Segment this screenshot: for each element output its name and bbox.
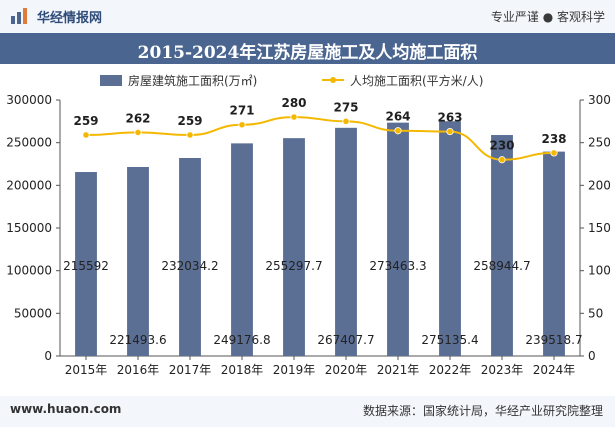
- line-point: [342, 117, 350, 125]
- bar: [491, 135, 513, 356]
- footer-bar: www.huaon.com 数据来源：国家统计局，华经产业研究院整理: [0, 396, 615, 427]
- chart-title: 2015-2024年江苏房屋施工及人均施工面积: [137, 43, 478, 63]
- y-left-tick-label: 150000: [6, 221, 52, 235]
- line-point: [186, 131, 194, 139]
- y-left-tick-label: 200000: [6, 178, 52, 192]
- y-right-tick-label: 250: [588, 136, 611, 150]
- bar-value-label: 221493.6: [109, 333, 166, 347]
- y-left-tick-label: 250000: [6, 136, 52, 150]
- line-series: [85, 116, 555, 161]
- bar: [179, 157, 201, 356]
- line-point: [290, 113, 298, 121]
- bar: [387, 122, 409, 356]
- bar: [283, 138, 305, 356]
- bar: [335, 127, 357, 356]
- source-note: 数据来源：国家统计局，华经产业研究院整理: [362, 404, 603, 418]
- y-left-tick-label: 50000: [14, 306, 52, 320]
- line-point: [238, 121, 246, 129]
- line-point: [550, 149, 558, 157]
- bar-value-label: 239518.7: [525, 333, 582, 347]
- bar-value-label: 267407.7: [317, 333, 374, 347]
- y-left-tick-label: 100000: [6, 264, 52, 278]
- bar-value-label: 215592: [63, 259, 109, 273]
- line-value-label: 259: [73, 114, 98, 128]
- line-value-label: 280: [281, 96, 306, 110]
- x-tick-label: 2020年: [325, 363, 368, 377]
- y-right-tick-label: 150: [588, 221, 611, 235]
- bar-value-label: 273463.3: [369, 259, 426, 273]
- y-right-tick-label: 0: [588, 349, 596, 363]
- x-tick-label: 2019年: [273, 363, 316, 377]
- x-tick-label: 2023年: [481, 363, 524, 377]
- x-tick-label: 2024年: [533, 363, 576, 377]
- brand-name[interactable]: 华经情报网: [37, 11, 103, 26]
- line-point: [82, 131, 90, 139]
- line-point: [134, 128, 142, 137]
- line-point: [394, 127, 402, 135]
- legend-bar-swatch: [100, 75, 122, 86]
- bar-value-label: 258944.7: [473, 259, 530, 273]
- x-tick-label: 2021年: [377, 363, 420, 377]
- bar-value-label: 255297.7: [265, 259, 322, 273]
- slogan: 专业严谨 ● 客观科学: [490, 10, 605, 24]
- y-right-tick-label: 50: [588, 306, 603, 320]
- legend-line-marker: [330, 77, 336, 83]
- x-tick-label: 2022年: [429, 363, 472, 377]
- bar: [127, 166, 149, 356]
- bar: [75, 172, 97, 356]
- line-value-label: 238: [541, 132, 566, 146]
- site-link[interactable]: www.huaon.com: [10, 402, 122, 416]
- line-value-label: 264: [385, 110, 410, 124]
- y-right-tick-label: 300: [588, 93, 611, 107]
- x-tick-label: 2018年: [221, 363, 264, 377]
- line-value-label: 275: [333, 100, 358, 114]
- legend-line-label: 人均施工面积(平方米/人): [350, 73, 483, 88]
- y-right-tick-label: 100: [588, 264, 611, 278]
- bar-value-label: 232034.2: [161, 259, 218, 273]
- line-value-label: 263: [437, 111, 462, 125]
- title-bar: 2015-2024年江苏房屋施工及人均施工面积: [0, 33, 615, 64]
- line-value-label: 271: [229, 104, 254, 118]
- bar-value-label: 249176.8: [213, 333, 270, 347]
- bar: [231, 143, 253, 356]
- top-bar: 华经情报网 专业严谨 ● 客观科学: [0, 0, 615, 33]
- x-tick-label: 2016年: [117, 363, 160, 377]
- legend-bar-label: 房屋建筑施工面积(万㎡): [128, 73, 257, 88]
- y-right-tick-label: 200: [588, 178, 611, 192]
- line-value-label: 262: [125, 111, 150, 125]
- line-value-label: 230: [489, 139, 514, 153]
- y-left-tick-label: 0: [44, 349, 52, 363]
- x-tick-label: 2017年: [169, 363, 212, 377]
- line-value-label: 259: [177, 114, 202, 128]
- bar: [543, 151, 565, 356]
- y-left-tick-label: 300000: [6, 93, 52, 107]
- chart-area: 房屋建筑施工面积(万㎡) 人均施工面积(平方米/人) 0 50000 100000 150…: [6, 73, 611, 377]
- line-point: [446, 127, 454, 136]
- line-point: [498, 156, 506, 164]
- x-tick-label: 2015年: [65, 363, 108, 377]
- logo-icon: [11, 8, 27, 24]
- bar-value-label: 275135.4: [421, 333, 478, 347]
- bar: [439, 121, 461, 356]
